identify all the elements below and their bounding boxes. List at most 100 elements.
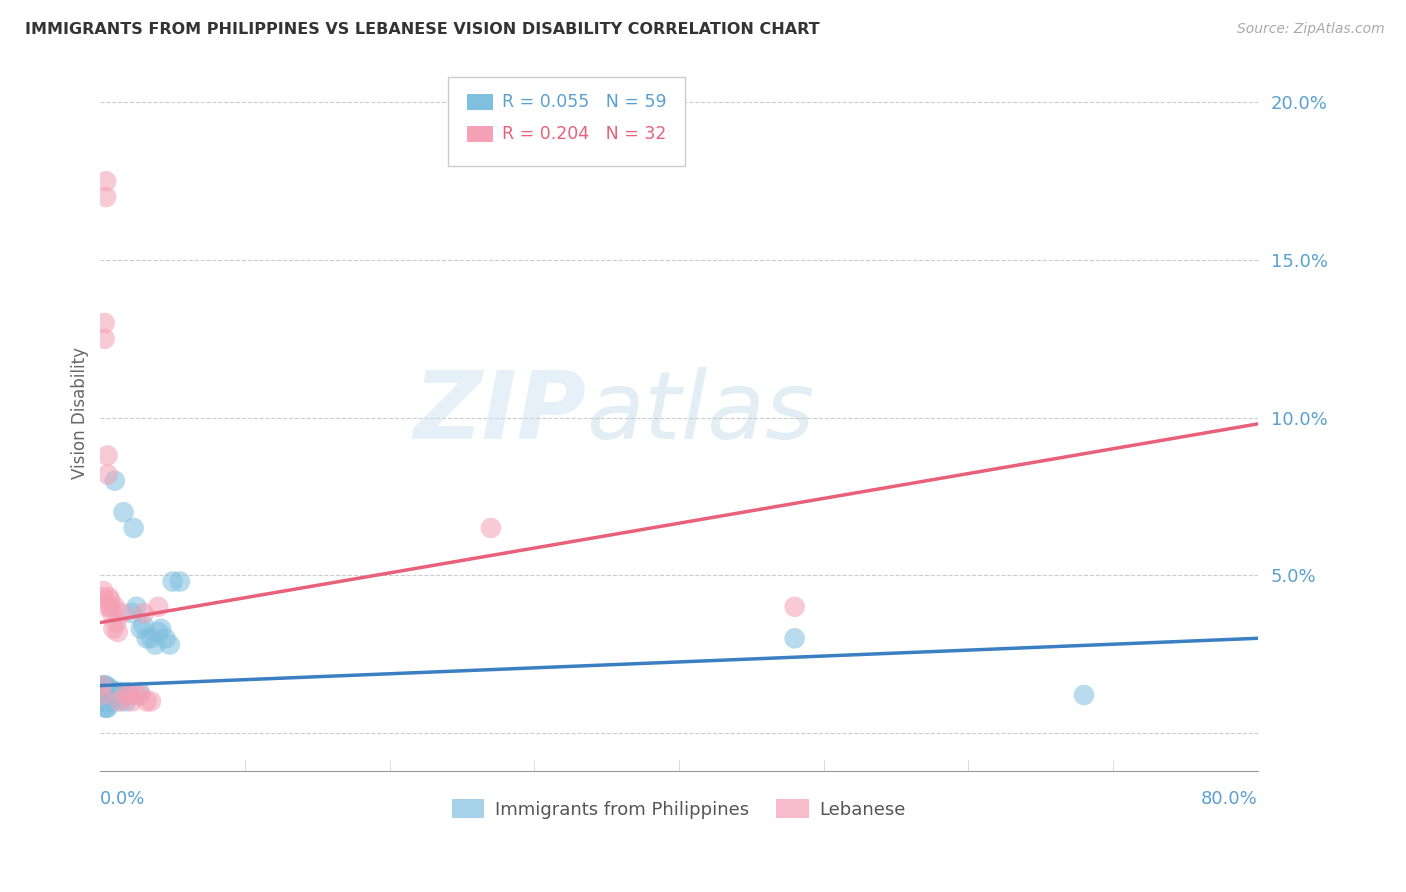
Text: 80.0%: 80.0% (1201, 789, 1257, 807)
Point (93, 316, 115, 330)
Point (155, 632, 177, 646)
Point (91, 685, 114, 699)
Point (97, 449, 120, 463)
Text: IMMIGRANTS FROM PHILIPPINES VS LEBANESE VISION DISABILITY CORRELATION CHART: IMMIGRANTS FROM PHILIPPINES VS LEBANESE … (25, 22, 820, 37)
Point (129, 622, 152, 636)
Legend: Immigrants from Philippines, Lebanese: Immigrants from Philippines, Lebanese (444, 792, 914, 826)
Point (125, 688, 148, 702)
Point (101, 606, 124, 620)
Point (94, 688, 117, 702)
Point (117, 685, 139, 699)
Point (101, 685, 124, 699)
Point (94, 685, 117, 699)
Point (98, 688, 121, 702)
Point (169, 574, 191, 589)
Point (97, 700, 120, 714)
Point (111, 685, 134, 699)
Text: 0.0%: 0.0% (100, 789, 146, 807)
Point (104, 474, 127, 488)
Point (103, 688, 125, 702)
Point (90, 679, 112, 693)
Point (93, 694, 115, 708)
Point (91, 591, 114, 605)
Point (150, 622, 173, 636)
Point (93, 681, 115, 696)
Point (94, 679, 117, 693)
Point (98, 685, 121, 699)
Text: R = 0.204   N = 32: R = 0.204 N = 32 (502, 125, 666, 143)
Point (121, 694, 143, 708)
Point (108, 694, 131, 708)
Text: ZIP: ZIP (413, 367, 586, 458)
Point (783, 632, 806, 646)
Point (114, 688, 136, 702)
Point (93, 679, 115, 693)
Point (139, 694, 162, 708)
Point (100, 593, 122, 607)
Point (159, 638, 181, 652)
Point (118, 688, 141, 702)
Point (98, 694, 121, 708)
Point (107, 685, 129, 699)
Point (93, 332, 115, 346)
Point (90, 679, 112, 693)
Point (162, 574, 184, 589)
Point (105, 688, 128, 702)
Point (101, 694, 124, 708)
Point (132, 618, 155, 632)
Text: Source: ZipAtlas.com: Source: ZipAtlas.com (1237, 22, 1385, 37)
Point (91, 691, 114, 706)
Point (129, 688, 152, 702)
Point (479, 521, 502, 535)
Point (90, 685, 112, 699)
Point (93, 700, 115, 714)
Point (121, 606, 143, 620)
Point (125, 599, 148, 614)
Point (93, 688, 115, 702)
Point (1073, 688, 1095, 702)
Point (112, 505, 135, 519)
Point (110, 694, 132, 708)
Point (108, 688, 131, 702)
Point (91, 679, 114, 693)
Point (98, 591, 121, 605)
Point (105, 615, 128, 630)
Point (783, 599, 806, 614)
Point (97, 694, 120, 708)
Point (132, 606, 155, 620)
Bar (467, 126, 492, 142)
Point (143, 638, 166, 652)
Point (97, 688, 120, 702)
Point (111, 606, 134, 620)
Point (91, 694, 114, 708)
Point (100, 599, 122, 614)
Point (148, 625, 170, 640)
Point (100, 694, 122, 708)
Point (104, 685, 127, 699)
Point (107, 625, 129, 640)
Point (90, 688, 112, 702)
Point (104, 599, 127, 614)
Bar (467, 94, 492, 110)
Point (122, 521, 145, 535)
Point (94, 694, 117, 708)
Point (135, 632, 157, 646)
Point (100, 681, 122, 696)
Point (118, 688, 141, 702)
Point (114, 688, 136, 702)
Point (97, 467, 120, 482)
Point (139, 632, 162, 646)
Text: R = 0.055   N = 59: R = 0.055 N = 59 (502, 93, 666, 111)
Point (115, 694, 138, 708)
Point (97, 685, 120, 699)
FancyBboxPatch shape (447, 77, 685, 166)
Point (100, 688, 122, 702)
Point (97, 599, 120, 614)
Point (94, 190, 117, 204)
Point (128, 685, 150, 699)
Point (148, 599, 170, 614)
Point (94, 174, 117, 188)
Point (90, 688, 112, 702)
Point (103, 622, 125, 636)
Y-axis label: Vision Disability: Vision Disability (72, 347, 89, 479)
